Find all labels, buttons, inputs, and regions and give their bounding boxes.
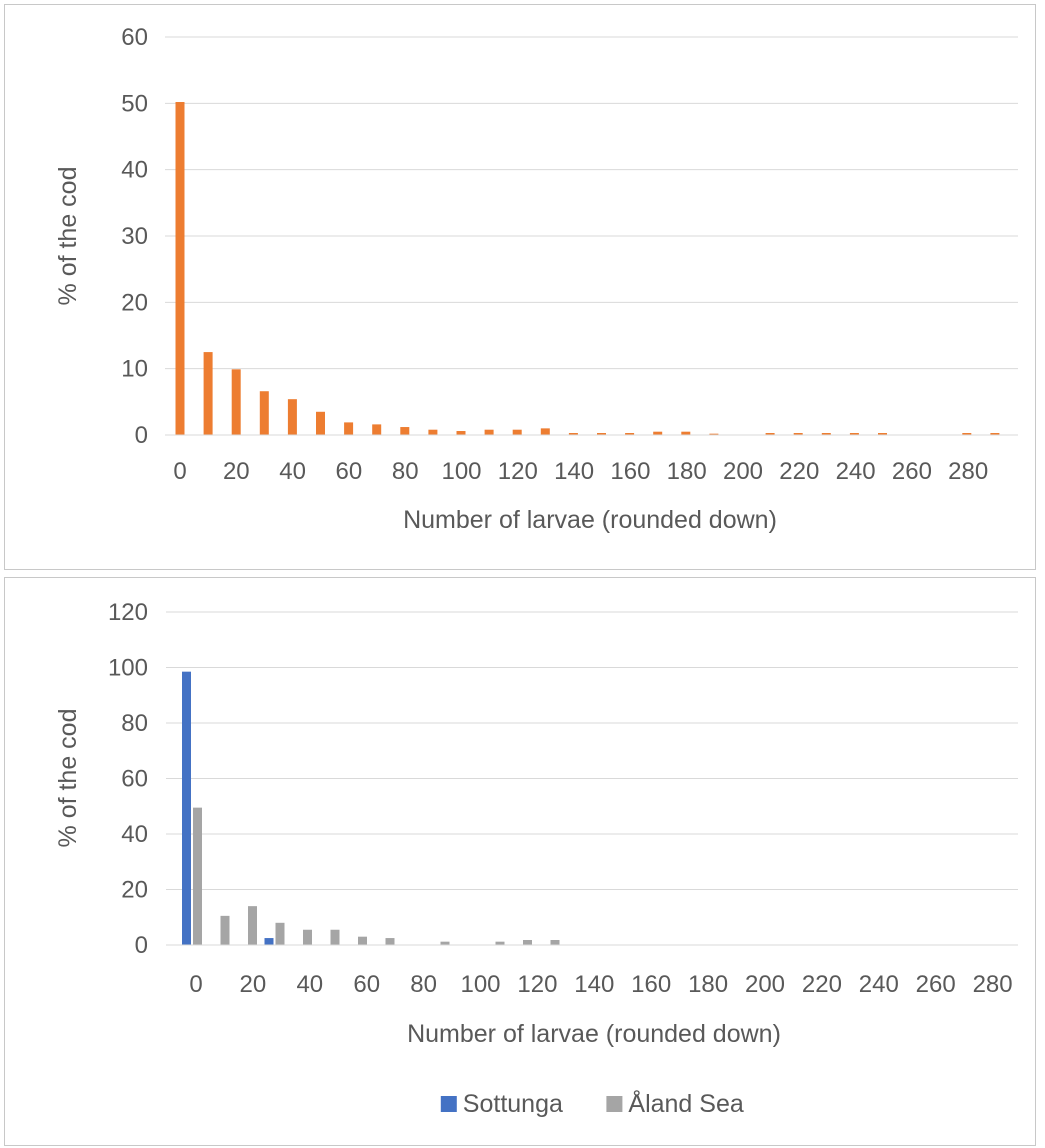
- legend-label: Sottunga: [463, 1090, 563, 1118]
- bar: [495, 941, 505, 945]
- x-tick-label: 40: [279, 458, 306, 485]
- y-tick-label: 30: [121, 223, 148, 250]
- bar: [709, 433, 719, 435]
- y-tick-label: 20: [121, 877, 148, 904]
- bar: [681, 431, 691, 435]
- bar: [765, 433, 775, 435]
- x-tick-label: 160: [631, 971, 671, 998]
- x-tick-label: 0: [189, 971, 202, 998]
- x-tick-label: 20: [240, 971, 267, 998]
- bar: [248, 906, 257, 945]
- bar: [220, 915, 230, 945]
- x-tick-label: 60: [353, 971, 380, 998]
- bar: [625, 433, 635, 435]
- x-tick-label: 40: [296, 971, 323, 998]
- y-tick-label: 60: [121, 766, 148, 793]
- bar: [358, 936, 367, 945]
- x-tick-label: 0: [173, 458, 186, 485]
- bar: [849, 433, 859, 435]
- y-tick-label: 60: [121, 24, 148, 51]
- bar: [568, 433, 578, 435]
- legend-swatch: [440, 1096, 457, 1112]
- x-tick-label: 140: [554, 458, 594, 485]
- bar: [264, 938, 274, 945]
- bar: [231, 369, 241, 435]
- bar: [878, 433, 887, 435]
- bar: [990, 433, 1000, 435]
- legend: Sottunga Åland Sea: [440, 1088, 744, 1118]
- x-tick-label: 160: [610, 458, 650, 485]
- bar: [316, 411, 325, 435]
- x-tick-label: 60: [336, 458, 363, 485]
- bar: [653, 431, 663, 435]
- y-axis-title: % of the cod: [54, 709, 82, 848]
- x-tick-label: 240: [859, 971, 899, 998]
- bar: [512, 429, 522, 435]
- x-tick-label: 180: [688, 971, 728, 998]
- y-tick-label: 80: [121, 710, 148, 737]
- x-tick-label: 240: [836, 458, 876, 485]
- chart-1: 0 10 20 30 40 50 60 0 20 40 60 80 100 120 140 160 180 200…: [54, 24, 1018, 534]
- x-tick-label: 260: [916, 971, 956, 998]
- y-tick-label: 40: [121, 821, 148, 848]
- chart-2: 0 20 40 60 80 100 120 0 20 40 60 80 100 120 140 160 180 2…: [54, 599, 1018, 1118]
- x-tick-label: 200: [723, 458, 763, 485]
- bar: [287, 399, 297, 435]
- x-axis-title: Number of larvae (rounded down): [403, 506, 777, 534]
- bar: [182, 671, 191, 945]
- x-tick-label: 140: [574, 971, 614, 998]
- x-tick-label: 280: [948, 458, 988, 485]
- x-tick-label: 20: [223, 458, 250, 485]
- bar: [597, 433, 606, 435]
- chart-panel-bottom: [4, 577, 1036, 1146]
- y-tick-label: 10: [121, 356, 148, 383]
- bar: [259, 391, 269, 435]
- x-tick-label: 260: [892, 458, 932, 485]
- x-tick-label: 80: [392, 458, 419, 485]
- bar: [440, 941, 450, 945]
- x-tick-label: 120: [498, 458, 538, 485]
- x-tick-label: 120: [517, 971, 557, 998]
- bar: [203, 352, 213, 435]
- bar: [344, 422, 354, 435]
- bar: [385, 938, 395, 945]
- bar: [372, 424, 382, 435]
- bar: [275, 922, 285, 945]
- x-tick-label: 100: [441, 458, 481, 485]
- x-tick-label: 220: [779, 458, 819, 485]
- bar: [456, 431, 466, 435]
- x-tick-label: 220: [802, 971, 842, 998]
- legend-label: Åland Sea: [628, 1088, 743, 1118]
- y-tick-label: 0: [135, 932, 148, 959]
- y-tick-label: 40: [121, 157, 148, 184]
- bar: [540, 428, 550, 435]
- y-tick-label: 120: [108, 599, 148, 626]
- bar: [303, 929, 312, 945]
- legend-swatch: [606, 1096, 623, 1112]
- bar: [793, 433, 803, 435]
- x-tick-label: 80: [410, 971, 437, 998]
- y-axis-title: % of the cod: [54, 167, 82, 306]
- x-tick-label: 280: [973, 971, 1013, 998]
- bar: [175, 102, 185, 436]
- y-tick-label: 100: [108, 655, 148, 682]
- bar: [484, 429, 494, 435]
- y-tick-label: 0: [135, 422, 148, 449]
- bar: [400, 427, 410, 435]
- bar: [821, 433, 831, 435]
- bar: [330, 929, 340, 945]
- x-tick-label: 100: [460, 971, 500, 998]
- bar: [428, 429, 438, 435]
- y-tick-label: 20: [121, 289, 148, 316]
- x-tick-label: 200: [745, 971, 785, 998]
- bar: [193, 807, 202, 945]
- bar: [550, 940, 560, 945]
- bar: [962, 433, 972, 435]
- x-axis-title: Number of larvae (rounded down): [407, 1020, 781, 1048]
- x-tick-label: 180: [667, 458, 707, 485]
- y-tick-label: 50: [121, 90, 148, 117]
- bar: [523, 940, 532, 945]
